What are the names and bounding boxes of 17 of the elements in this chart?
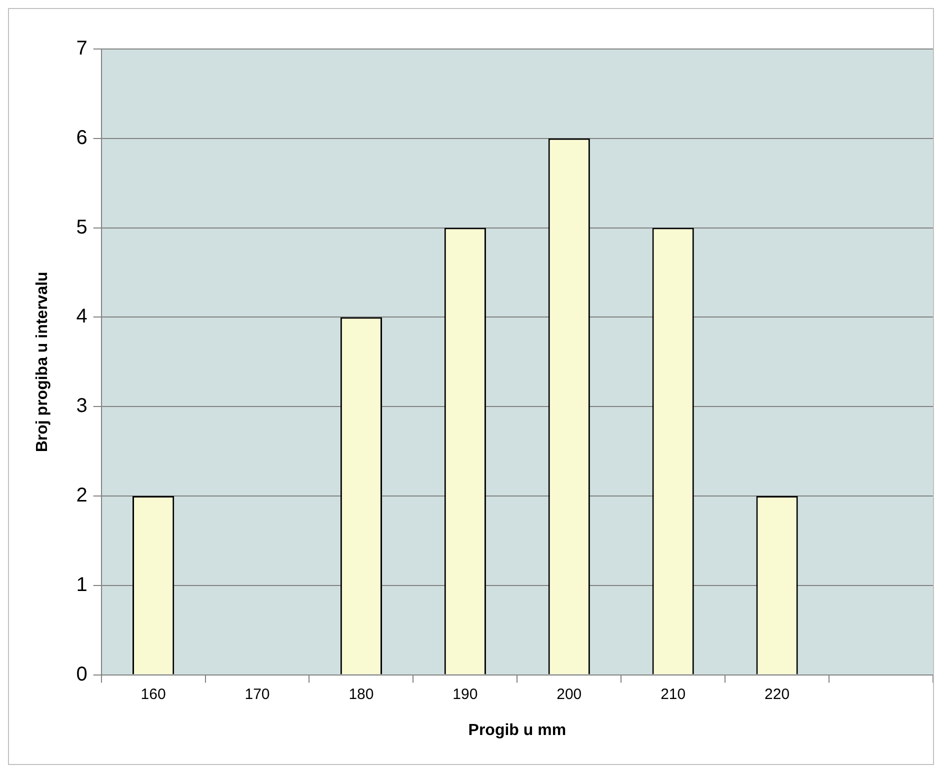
x-tick-label: 220 bbox=[764, 686, 790, 703]
x-tick-label: 180 bbox=[348, 686, 374, 703]
y-tick-label: 4 bbox=[76, 306, 88, 328]
y-tick-label: 1 bbox=[76, 574, 88, 596]
x-tick-label: 160 bbox=[140, 686, 166, 703]
x-tick-label: 200 bbox=[556, 686, 582, 703]
x-tick-label: 170 bbox=[244, 686, 270, 703]
y-tick-label: 6 bbox=[76, 126, 88, 149]
y-tick-label: 7 bbox=[76, 38, 88, 60]
x-tick-label: 210 bbox=[660, 686, 686, 703]
y-axis-title: Broj progiba u intervalu bbox=[34, 272, 52, 452]
y-tick-label: 2 bbox=[76, 484, 88, 507]
y-tick-label: 3 bbox=[76, 395, 88, 418]
x-axis-title: Progib u mm bbox=[468, 722, 566, 739]
y-tick-label: 5 bbox=[76, 216, 88, 238]
y-tick-label: 0 bbox=[76, 663, 88, 686]
x-tick-label: 190 bbox=[452, 686, 478, 703]
